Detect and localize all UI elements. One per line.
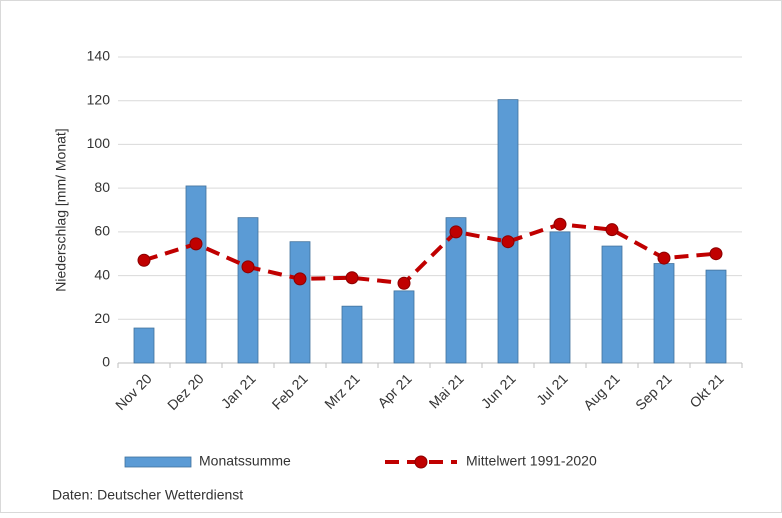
bar (497, 99, 519, 364)
y-tick-label: 0 (102, 354, 110, 370)
bar (601, 245, 623, 364)
y-tick-label: 140 (87, 48, 111, 64)
line-marker (189, 237, 203, 251)
line-marker (449, 225, 463, 239)
line-marker (709, 247, 723, 261)
line-marker (605, 223, 619, 237)
y-tick-label: 60 (94, 223, 110, 239)
line-marker (657, 251, 671, 265)
line-marker (137, 253, 151, 267)
bar (185, 185, 207, 364)
y-tick-label: 100 (87, 135, 111, 151)
legend-swatch (124, 456, 192, 468)
source-note: Daten: Deutscher Wetterdienst (52, 487, 243, 503)
bar (445, 217, 467, 364)
line (143, 222, 717, 286)
line-marker (345, 271, 359, 285)
bar (393, 290, 415, 364)
bar (653, 263, 675, 364)
legend-label: Mittelwert 1991-2020 (466, 453, 597, 469)
bar (237, 217, 259, 364)
bar (705, 269, 727, 364)
line-marker (241, 260, 255, 274)
line-marker (501, 235, 515, 249)
y-axis-label: Niederschlag [mm/ Monat] (53, 128, 69, 291)
y-tick-label: 80 (94, 179, 110, 195)
bar (549, 231, 571, 364)
line-marker (293, 272, 307, 286)
bar (289, 241, 311, 364)
line-marker (553, 217, 567, 231)
legend-marker (414, 455, 428, 469)
line-marker (397, 276, 411, 290)
bar (341, 305, 363, 364)
y-tick-label: 40 (94, 266, 110, 282)
y-tick-label: 20 (94, 310, 110, 326)
y-tick-label: 120 (87, 91, 111, 107)
legend-label: Monatssumme (199, 453, 291, 469)
bar (133, 327, 155, 364)
